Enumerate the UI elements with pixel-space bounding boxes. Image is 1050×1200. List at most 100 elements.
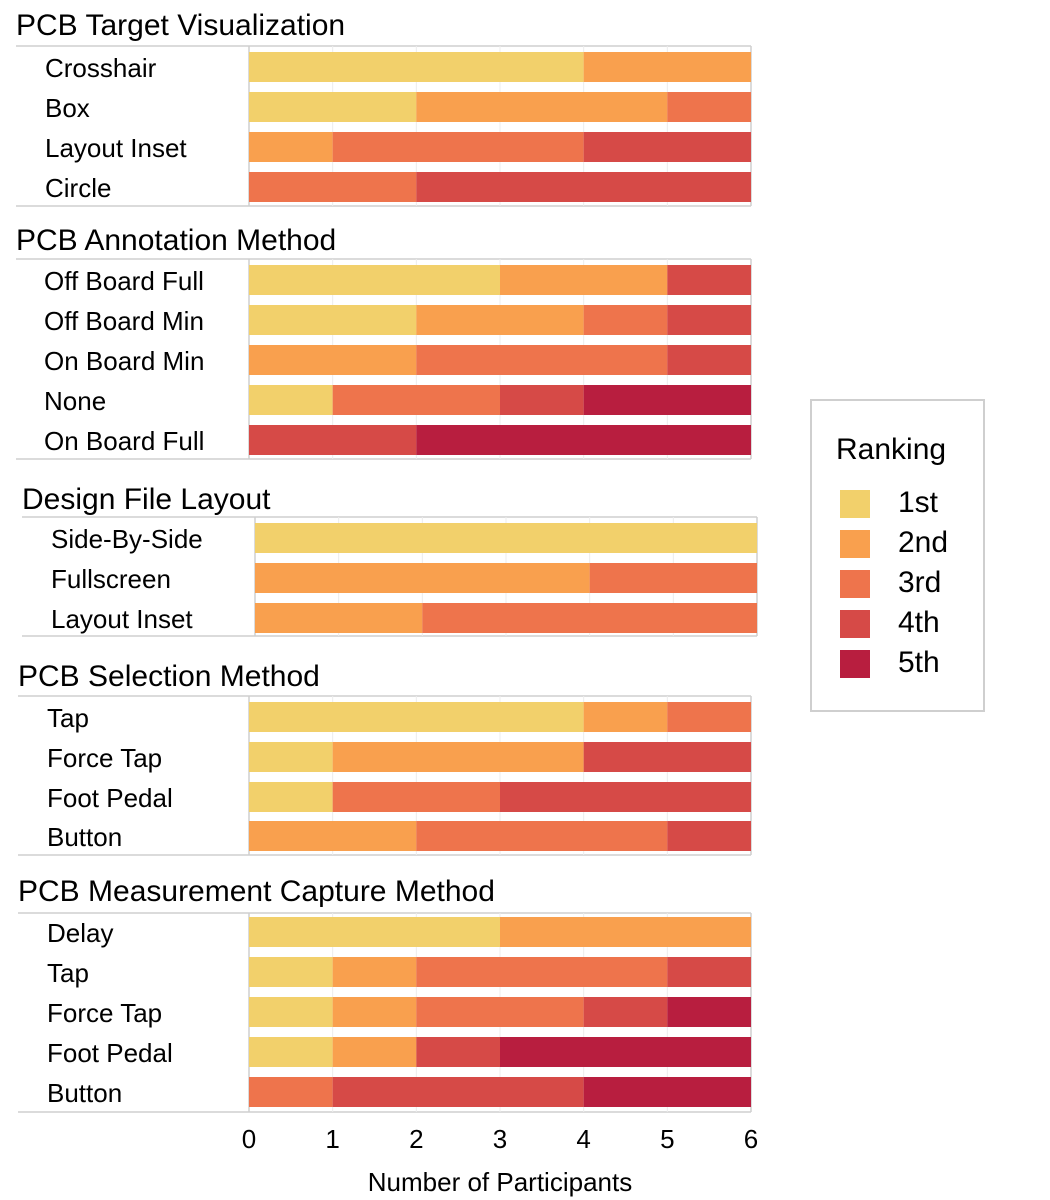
bar-segment-pcb-annotation-method-on-board-min-4th xyxy=(667,345,751,375)
bar-segment-design-file-layout-fullscreen-3rd xyxy=(589,563,757,593)
bar-segment-pcb-measurement-capture-method-force-tap-3rd xyxy=(416,997,584,1027)
bar-segment-pcb-target-visualization-crosshair-1st xyxy=(249,52,584,82)
legend-swatch-4th xyxy=(840,610,870,638)
panel-title-pcb-selection-method: PCB Selection Method xyxy=(18,660,320,693)
category-label-pcb-selection-method-button: Button xyxy=(47,822,122,852)
bar-segment-pcb-measurement-capture-method-delay-2nd xyxy=(500,917,751,947)
category-label-design-file-layout-side-by-side: Side-By-Side xyxy=(51,524,203,554)
bar-segment-pcb-target-visualization-layout-inset-4th xyxy=(583,132,751,162)
bar-segment-design-file-layout-fullscreen-2nd xyxy=(255,563,590,593)
bar-segment-pcb-selection-method-button-2nd xyxy=(249,821,417,851)
bar-segment-pcb-selection-method-button-3rd xyxy=(416,821,668,851)
bar-segment-pcb-annotation-method-on-board-full-4th xyxy=(249,425,417,455)
bar-segment-pcb-annotation-method-off-board-min-4th xyxy=(667,305,751,335)
bar-segment-pcb-selection-method-force-tap-1st xyxy=(249,742,333,772)
legend-swatch-3rd xyxy=(840,570,870,598)
bar-segment-pcb-annotation-method-off-board-min-3rd xyxy=(583,305,668,335)
category-label-pcb-target-visualization-crosshair: Crosshair xyxy=(45,53,157,83)
bar-segment-pcb-measurement-capture-method-foot-pedal-1st xyxy=(249,1037,333,1067)
category-label-pcb-target-visualization-layout-inset: Layout Inset xyxy=(45,133,187,163)
bar-segment-pcb-annotation-method-off-board-full-1st xyxy=(249,265,500,295)
category-label-pcb-annotation-method-off-board-full: Off Board Full xyxy=(44,266,204,296)
bar-segment-pcb-measurement-capture-method-force-tap-4th xyxy=(583,997,668,1027)
category-label-pcb-selection-method-tap: Tap xyxy=(47,703,89,733)
bar-segment-pcb-target-visualization-crosshair-2nd xyxy=(583,52,751,82)
bar-segment-pcb-selection-method-button-4th xyxy=(667,821,751,851)
x-tick-label-5: 5 xyxy=(660,1124,674,1154)
legend-title: Ranking xyxy=(836,433,947,466)
category-label-design-file-layout-layout-inset: Layout Inset xyxy=(51,604,193,634)
bar-segment-pcb-measurement-capture-method-button-5th xyxy=(583,1077,751,1107)
legend-swatch-5th xyxy=(840,650,870,678)
category-label-design-file-layout-fullscreen: Fullscreen xyxy=(51,564,171,594)
bar-segment-pcb-measurement-capture-method-tap-2nd xyxy=(332,957,417,987)
bar-segment-pcb-measurement-capture-method-force-tap-2nd xyxy=(332,997,417,1027)
bar-segment-pcb-target-visualization-box-1st xyxy=(249,92,417,122)
bar-segment-pcb-selection-method-force-tap-2nd xyxy=(332,742,584,772)
panel-title-pcb-annotation-method: PCB Annotation Method xyxy=(16,224,336,257)
bar-segment-pcb-target-visualization-circle-3rd xyxy=(249,172,417,202)
bar-segment-pcb-measurement-capture-method-button-3rd xyxy=(249,1077,333,1107)
category-label-pcb-target-visualization-circle: Circle xyxy=(45,173,111,203)
bar-segment-pcb-selection-method-force-tap-4th xyxy=(583,742,751,772)
legend-swatch-2nd xyxy=(840,530,870,558)
category-label-pcb-annotation-method-none: None xyxy=(44,386,106,416)
bar-segment-pcb-selection-method-tap-2nd xyxy=(583,702,668,732)
bar-segment-pcb-selection-method-tap-3rd xyxy=(667,702,751,732)
bar-segment-pcb-annotation-method-none-1st xyxy=(249,385,333,415)
x-tick-label-0: 0 xyxy=(242,1124,256,1154)
category-label-pcb-measurement-capture-method-tap: Tap xyxy=(47,958,89,988)
category-label-pcb-measurement-capture-method-delay: Delay xyxy=(47,918,113,948)
bar-segment-pcb-measurement-capture-method-tap-1st xyxy=(249,957,333,987)
bar-segment-pcb-annotation-method-none-5th xyxy=(583,385,751,415)
bar-segment-pcb-annotation-method-none-4th xyxy=(500,385,584,415)
bar-segment-pcb-selection-method-foot-pedal-1st xyxy=(249,782,333,812)
legend-label-1st: 1st xyxy=(898,486,939,519)
bar-segment-pcb-annotation-method-off-board-full-2nd xyxy=(500,265,668,295)
category-label-pcb-measurement-capture-method-foot-pedal: Foot Pedal xyxy=(47,1038,173,1068)
bar-segment-pcb-annotation-method-off-board-full-4th xyxy=(667,265,751,295)
legend: Ranking 1st 2nd 3rd 4th 5th xyxy=(810,399,985,712)
bar-segment-pcb-measurement-capture-method-foot-pedal-5th xyxy=(500,1037,751,1067)
category-label-pcb-measurement-capture-method-button: Button xyxy=(47,1078,122,1108)
panel-title-design-file-layout: Design File Layout xyxy=(22,483,271,516)
bar-segment-pcb-measurement-capture-method-foot-pedal-2nd xyxy=(332,1037,417,1067)
bar-segment-pcb-target-visualization-box-3rd xyxy=(667,92,751,122)
x-tick-label-4: 4 xyxy=(576,1124,590,1154)
panel-title-pcb-target-visualization: PCB Target Visualization xyxy=(16,9,345,42)
x-axis-label: Number of Participants xyxy=(368,1167,632,1197)
category-label-pcb-annotation-method-on-board-full: On Board Full xyxy=(44,426,204,456)
bar-segment-pcb-measurement-capture-method-tap-4th xyxy=(667,957,751,987)
bar-segment-design-file-layout-layout-inset-3rd xyxy=(422,603,757,633)
bar-segment-pcb-target-visualization-layout-inset-2nd xyxy=(249,132,333,162)
bar-segment-pcb-target-visualization-layout-inset-3rd xyxy=(332,132,584,162)
x-tick-label-6: 6 xyxy=(744,1124,758,1154)
x-tick-label-1: 1 xyxy=(325,1124,339,1154)
bar-segment-pcb-selection-method-tap-1st xyxy=(249,702,584,732)
category-label-pcb-target-visualization-box: Box xyxy=(45,93,90,123)
legend-label-5th: 5th xyxy=(898,646,940,679)
bar-segment-pcb-annotation-method-on-board-min-3rd xyxy=(416,345,668,375)
bar-segment-pcb-measurement-capture-method-tap-3rd xyxy=(416,957,668,987)
legend-label-4th: 4th xyxy=(898,606,940,639)
bar-segment-design-file-layout-layout-inset-2nd xyxy=(255,603,423,633)
x-tick-label-2: 2 xyxy=(409,1124,423,1154)
category-label-pcb-selection-method-foot-pedal: Foot Pedal xyxy=(47,783,173,813)
bar-segment-pcb-target-visualization-box-2nd xyxy=(416,92,668,122)
category-label-pcb-measurement-capture-method-force-tap: Force Tap xyxy=(47,998,162,1028)
bar-segment-pcb-measurement-capture-method-button-4th xyxy=(332,1077,584,1107)
bar-segment-pcb-annotation-method-off-board-min-2nd xyxy=(416,305,584,335)
bar-segment-pcb-measurement-capture-method-force-tap-5th xyxy=(667,997,751,1027)
bar-segment-pcb-measurement-capture-method-delay-1st xyxy=(249,917,500,947)
bar-segment-pcb-measurement-capture-method-force-tap-1st xyxy=(249,997,333,1027)
x-tick-label-3: 3 xyxy=(493,1124,507,1154)
category-label-pcb-annotation-method-off-board-min: Off Board Min xyxy=(44,306,204,336)
bar-segment-design-file-layout-side-by-side-1st xyxy=(255,523,757,553)
bar-segment-pcb-measurement-capture-method-foot-pedal-4th xyxy=(416,1037,500,1067)
category-label-pcb-annotation-method-on-board-min: On Board Min xyxy=(44,346,204,376)
category-label-pcb-selection-method-force-tap: Force Tap xyxy=(47,743,162,773)
legend-label-3rd: 3rd xyxy=(898,566,942,599)
legend-swatch-1st xyxy=(840,490,870,518)
bar-segment-pcb-annotation-method-none-3rd xyxy=(332,385,500,415)
